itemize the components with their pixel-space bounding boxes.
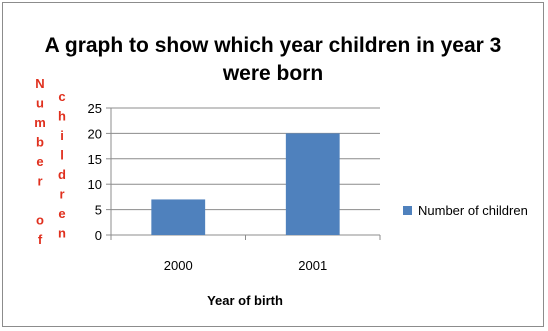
y-tick-label-2: 10 (88, 177, 102, 192)
y-label-char: i (60, 128, 64, 143)
y-tick-labels: 0 5 10 15 20 25 (88, 101, 102, 243)
y-tick-label-1: 5 (95, 203, 102, 218)
y-label-char: e (36, 154, 43, 169)
y-label-char: r (37, 174, 42, 189)
bar-2001 (285, 133, 340, 235)
y-label-char: r (59, 187, 64, 202)
legend-label: Number of children (418, 203, 528, 218)
y-label-char: N (35, 76, 44, 91)
y-label-char: u (36, 96, 44, 111)
y-tick-label-5: 25 (88, 101, 102, 116)
y-tick-label-3: 15 (88, 152, 102, 167)
y-label-char: l (60, 148, 64, 163)
x-tick-label-2001: 2001 (298, 258, 327, 273)
x-axis-label: Year of birth (207, 293, 283, 308)
chart-frame (2, 2, 544, 327)
x-tick-label-2000: 2000 (164, 258, 193, 273)
y-label-char: h (58, 109, 66, 124)
x-tick-labels: 2000 2001 (164, 258, 327, 273)
y-label-char: f (38, 232, 43, 247)
y-label-char: b (36, 135, 44, 150)
y-label-char: m (34, 115, 46, 130)
y-tick-label-4: 20 (88, 126, 102, 141)
legend-swatch (403, 206, 412, 215)
legend: Number of children (403, 203, 528, 218)
y-label-char: d (58, 167, 66, 182)
y-label-char: n (58, 226, 66, 241)
y-label-char: o (36, 213, 44, 228)
chart-title-line-2: were born (222, 62, 323, 85)
bar-2000 (151, 199, 206, 235)
y-tick-label-0: 0 (95, 228, 102, 243)
y-label-char: c (58, 89, 65, 104)
chart-title-line-1: A graph to show which year children in y… (45, 34, 502, 57)
y-label-char: e (58, 206, 65, 221)
bars (151, 133, 340, 235)
